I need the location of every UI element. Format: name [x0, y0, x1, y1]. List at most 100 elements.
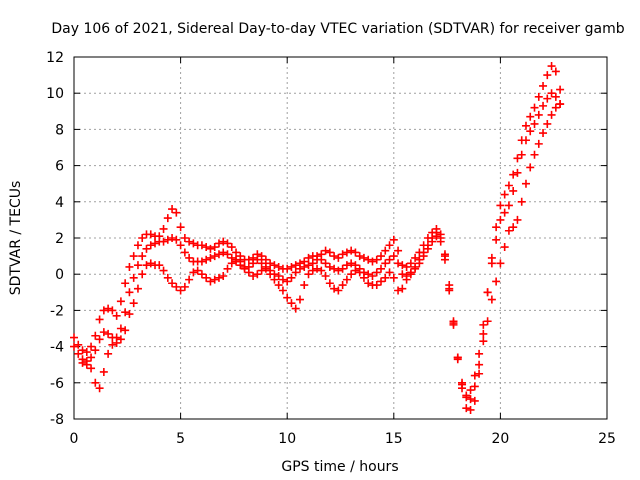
data-point — [389, 273, 398, 282]
data-point — [176, 286, 185, 295]
data-point — [142, 261, 151, 270]
data-point — [74, 340, 83, 349]
data-point — [539, 129, 548, 138]
data-point — [163, 273, 172, 282]
data-point — [185, 275, 194, 284]
data-point — [364, 255, 373, 264]
data-point — [274, 272, 283, 281]
data-point — [513, 215, 522, 224]
data-point — [138, 252, 147, 261]
data-point — [219, 248, 228, 257]
data-point — [419, 252, 428, 261]
y-tick-label: -6 — [50, 376, 64, 392]
data-point — [440, 255, 449, 264]
data-point — [308, 259, 317, 268]
data-point — [547, 89, 556, 98]
data-point — [253, 270, 262, 279]
data-point — [321, 272, 330, 281]
data-point — [227, 243, 236, 252]
data-point — [214, 273, 223, 282]
data-point — [389, 252, 398, 261]
data-point — [526, 163, 535, 172]
data-point — [176, 241, 185, 250]
data-point — [125, 288, 134, 297]
data-point — [193, 266, 202, 275]
data-point — [189, 268, 198, 277]
data-point — [415, 259, 424, 268]
data-point — [402, 262, 411, 271]
data-point — [475, 369, 484, 378]
data-point — [325, 248, 334, 257]
data-point — [496, 259, 505, 268]
data-point — [270, 261, 279, 270]
data-point — [492, 235, 501, 244]
data-point — [159, 237, 168, 246]
data-point — [210, 275, 219, 284]
data-point — [287, 273, 296, 282]
x-tick-label: 5 — [176, 431, 185, 447]
data-point — [91, 346, 100, 355]
data-point — [432, 232, 441, 241]
x-tick-label: 20 — [491, 431, 509, 447]
data-point — [146, 230, 155, 239]
data-point — [219, 237, 228, 246]
data-point — [202, 243, 211, 252]
data-point — [321, 246, 330, 255]
data-point — [151, 239, 160, 248]
data-point — [483, 288, 492, 297]
data-point — [133, 241, 142, 250]
data-point — [304, 261, 313, 270]
data-point — [381, 259, 390, 268]
data-point — [462, 393, 471, 402]
data-point — [530, 119, 539, 128]
y-tick-label: 4 — [55, 195, 64, 211]
data-point — [78, 358, 87, 367]
data-point — [300, 281, 309, 290]
data-point — [91, 331, 100, 340]
data-point — [500, 190, 509, 199]
data-point — [129, 252, 138, 261]
data-point — [551, 92, 560, 101]
data-point — [138, 234, 147, 242]
data-point — [249, 259, 258, 268]
chart-title: Day 106 of 2021, Sidereal Day-to-day VTE… — [51, 21, 624, 37]
data-point — [202, 255, 211, 264]
data-point — [291, 261, 300, 270]
data-point — [394, 259, 403, 268]
data-point — [91, 378, 100, 387]
data-point — [121, 279, 130, 288]
data-points — [70, 62, 565, 414]
data-point — [261, 264, 270, 273]
data-point — [159, 224, 168, 233]
data-point — [470, 396, 479, 405]
data-series-2 — [70, 89, 565, 400]
data-point — [223, 264, 232, 273]
data-point — [325, 279, 334, 288]
data-point — [355, 268, 364, 277]
data-point — [283, 264, 292, 273]
data-point — [129, 273, 138, 282]
data-point — [163, 214, 172, 223]
data-point — [206, 253, 215, 262]
data-point — [492, 223, 501, 232]
data-point — [466, 395, 475, 404]
data-point — [428, 237, 437, 246]
data-point — [534, 92, 543, 101]
data-point — [504, 201, 513, 210]
data-point — [180, 248, 189, 257]
data-point — [214, 250, 223, 259]
data-point — [479, 337, 488, 346]
data-point — [479, 320, 488, 329]
data-point — [330, 252, 339, 261]
data-point — [466, 386, 475, 395]
data-point — [351, 266, 360, 275]
data-point — [342, 275, 351, 284]
data-point — [295, 264, 304, 273]
data-point — [381, 273, 390, 282]
data-point — [104, 329, 113, 338]
data-point — [500, 243, 509, 252]
data-point — [500, 208, 509, 217]
data-point — [104, 304, 113, 313]
data-point — [355, 252, 364, 261]
data-point — [458, 378, 467, 387]
